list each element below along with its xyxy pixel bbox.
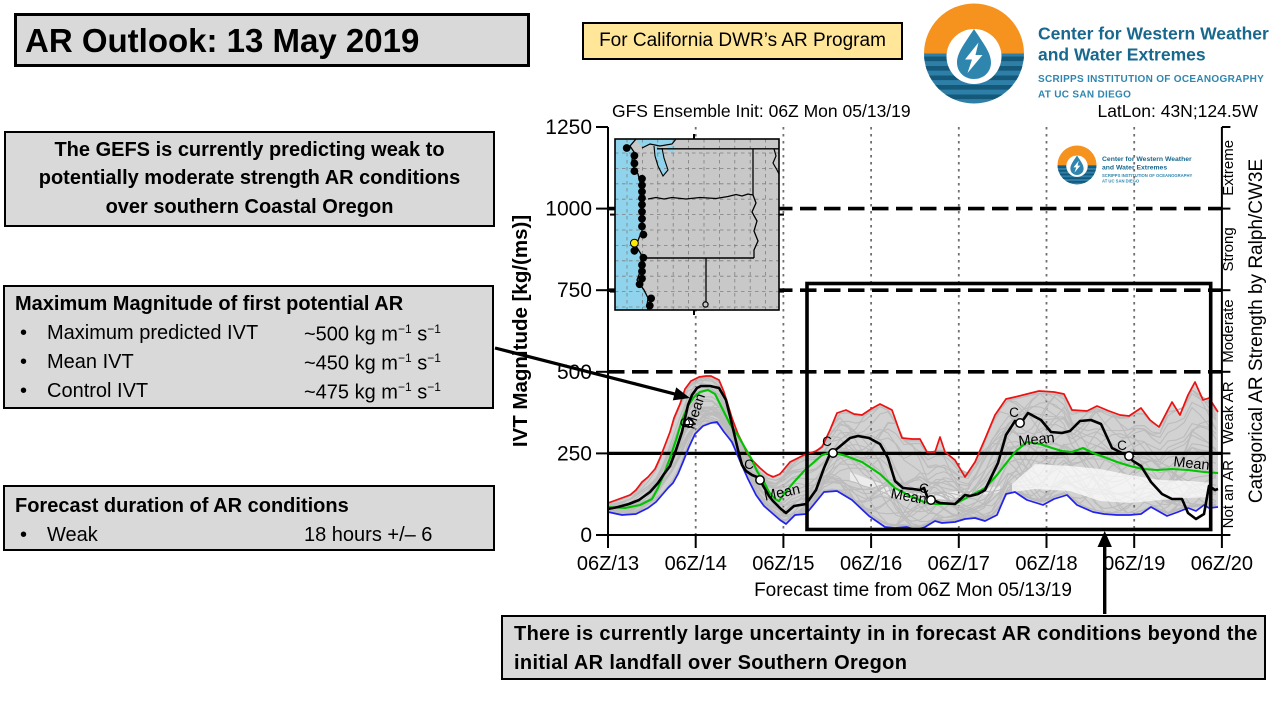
svg-text:Center for Western Weather: Center for Western Weather <box>1102 156 1192 163</box>
svg-text:Categorical AR Strength by Ral: Categorical AR Strength by Ralph/CW3E <box>1246 159 1267 503</box>
svg-text:and Water Extremes: and Water Extremes <box>1102 165 1167 172</box>
svg-text:Moderate: Moderate <box>1220 299 1237 362</box>
svg-text:GFS Ensemble Init: 06Z Mon 05/: GFS Ensemble Init: 06Z Mon 05/13/19 <box>612 101 911 121</box>
svg-text:SCRIPPS INSTITUTION OF OCEANOG: SCRIPPS INSTITUTION OF OCEANOGRAPHY <box>1102 173 1192 178</box>
svg-text:SCRIPPS INSTITUTION OF OCEANOG: SCRIPPS INSTITUTION OF OCEANOGRAPHY <box>1038 74 1264 85</box>
svg-text:Extreme: Extreme <box>1220 140 1237 196</box>
svg-text:06Z/16: 06Z/16 <box>840 553 902 575</box>
svg-text:Mean: Mean <box>1173 454 1211 474</box>
svg-text:IVT Magnitude [kg/(ms)]: IVT Magnitude [kg/(ms)] <box>509 215 532 447</box>
svg-text:C: C <box>1009 405 1019 420</box>
svg-text:C: C <box>677 416 694 430</box>
svg-text:Forecast time from 06Z Mon 05/: Forecast time from 06Z Mon 05/13/19 <box>754 580 1072 601</box>
svg-text:C: C <box>919 481 929 496</box>
svg-text:06Z/13: 06Z/13 <box>577 553 639 575</box>
svg-text:Mean: Mean <box>889 486 928 508</box>
svg-text:Strong: Strong <box>1220 227 1237 271</box>
svg-text:and Water Extremes: and Water Extremes <box>1038 45 1206 65</box>
svg-text:Not an AR: Not an AR <box>1220 460 1237 529</box>
svg-text:1000: 1000 <box>545 198 592 221</box>
svg-text:C: C <box>744 457 754 472</box>
svg-text:1250: 1250 <box>545 116 592 139</box>
svg-text:LatLon: 43N;124.5W: LatLon: 43N;124.5W <box>1097 101 1258 121</box>
svg-text:250: 250 <box>557 442 592 465</box>
svg-text:06Z/19: 06Z/19 <box>1103 553 1165 575</box>
svg-text:C: C <box>1117 438 1127 453</box>
svg-text:C: C <box>822 434 832 449</box>
svg-text:Mean: Mean <box>1018 430 1056 450</box>
svg-text:06Z/20: 06Z/20 <box>1191 553 1253 575</box>
svg-text:AT UC SAN DIEGO: AT UC SAN DIEGO <box>1038 90 1131 101</box>
svg-text:750: 750 <box>557 279 592 302</box>
svg-text:AT UC SAN DIEGO: AT UC SAN DIEGO <box>1102 179 1140 184</box>
svg-text:0: 0 <box>580 524 592 547</box>
svg-text:Mean: Mean <box>763 481 802 504</box>
svg-text:Weak AR: Weak AR <box>1220 381 1237 443</box>
svg-text:06Z/15: 06Z/15 <box>752 553 814 575</box>
svg-text:06Z/18: 06Z/18 <box>1015 553 1077 575</box>
svg-text:06Z/14: 06Z/14 <box>665 553 727 575</box>
svg-text:06Z/17: 06Z/17 <box>928 553 990 575</box>
svg-text:Center for Western Weather: Center for Western Weather <box>1038 24 1269 44</box>
